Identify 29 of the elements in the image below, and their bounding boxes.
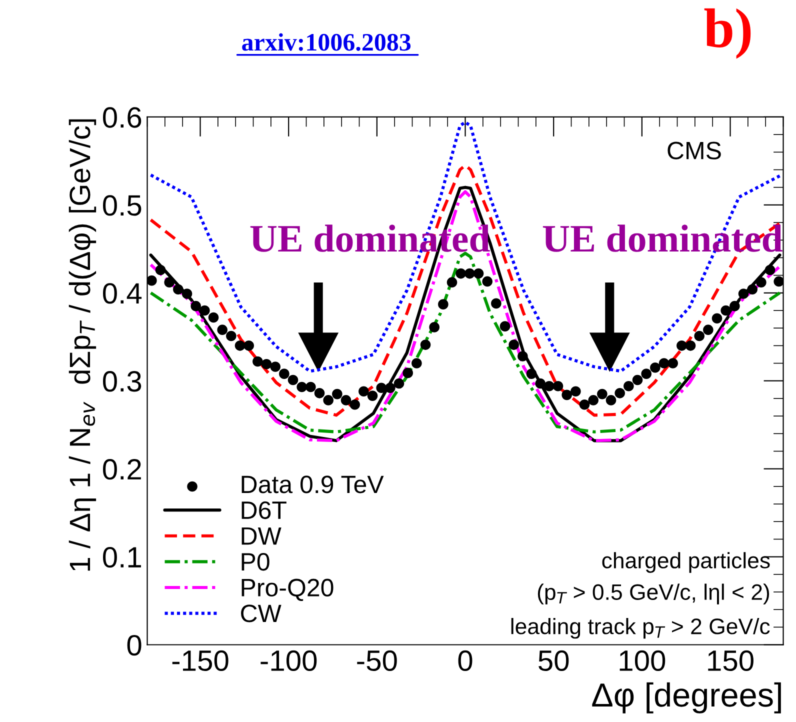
y-tick-label: 0.4 — [102, 283, 142, 304]
y-tick-label: 0.5 — [102, 195, 142, 216]
x-tick-label: -100 — [260, 650, 317, 672]
y-tick-label: 0.1 — [102, 546, 141, 568]
legend-label: CW — [241, 604, 282, 622]
x-tick-label: -50 — [357, 650, 397, 672]
annotation: (p$_{T}$ > 0.5 GeV/c, lηl < 2) — [538, 584, 770, 604]
chart-title: arxiv:1006.2083 — [242, 33, 411, 51]
x-tick-label: 150 — [708, 650, 754, 672]
y-tick-label: 0.2 — [102, 459, 141, 480]
annotation: UE dominated — [542, 224, 782, 252]
legend-label: Pro-Q20 — [242, 578, 334, 601]
y-tick-label: 0 — [127, 634, 142, 656]
legend-label: Data 0.9 TeV — [242, 476, 384, 494]
x-tick-label: 100 — [620, 650, 666, 672]
legend-label: DW — [242, 527, 282, 545]
y-tick-label: 0.6 — [102, 107, 142, 128]
annotation: CMS — [668, 142, 721, 160]
x-tick-label: -150 — [172, 650, 228, 672]
annotation: leading track p$_{T}$ > 2 GeV/c — [511, 618, 770, 639]
legend-label: D6T — [242, 501, 286, 520]
annotation: charged particles — [602, 552, 770, 573]
x-tick-label: 50 — [538, 650, 569, 672]
x-axis-title: Δφ [degrees] — [592, 682, 781, 714]
text: b) — [704, 8, 751, 59]
y-tick-label: 0.3 — [102, 371, 142, 392]
y-axis-title: 1 / Δη 1 / N$_{ev}$ dΣp$_{T}$ / d(Δφ) [GeV/c] — [68, 119, 96, 571]
legend-label: P0 — [242, 552, 270, 571]
x-tick-label: 0 — [458, 650, 472, 672]
